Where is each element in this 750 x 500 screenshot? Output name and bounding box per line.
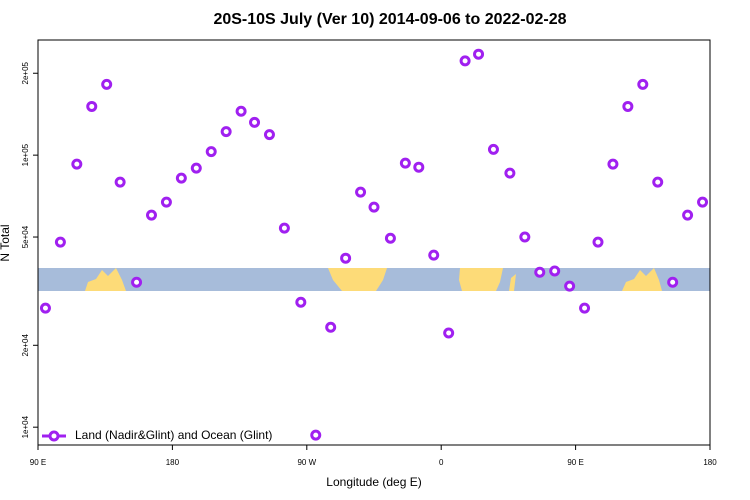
data-point: [519, 231, 531, 243]
data-point: [131, 276, 143, 288]
data-point: [564, 280, 576, 292]
data-point: [86, 100, 98, 112]
data-point: [682, 209, 694, 221]
data-point: [295, 296, 307, 308]
data-point: [310, 429, 322, 441]
data-point: [101, 78, 113, 90]
data-point: [459, 55, 471, 67]
y-tick-label: 2e+04: [21, 334, 30, 357]
data-point: [220, 126, 232, 138]
legend-marker: [48, 430, 60, 442]
data-point: [205, 146, 217, 158]
data-point: [504, 167, 516, 179]
plot-frame: [37, 39, 711, 446]
data-point: [637, 78, 649, 90]
x-axis-label: Longitude (deg E): [326, 475, 421, 489]
data-point: [592, 236, 604, 248]
data-point: [54, 236, 66, 248]
data-point: [399, 157, 411, 169]
data-point: [114, 176, 126, 188]
x-tick-label: 90 E: [567, 458, 583, 467]
data-point: [579, 302, 591, 314]
data-point: [71, 158, 83, 170]
data-point: [235, 105, 247, 117]
data-point: [190, 162, 202, 174]
data-point: [607, 158, 619, 170]
x-tick-label: 90 E: [30, 458, 46, 467]
x-tick-label: 0: [439, 458, 444, 467]
x-tick-label: 90 W: [297, 458, 316, 467]
x-tick-label: 180: [703, 458, 717, 467]
x-tick-label: 180: [166, 458, 180, 467]
data-point: [249, 116, 261, 128]
data-point: [160, 196, 172, 208]
data-point: [487, 143, 499, 155]
y-tick-label: 1e+04: [21, 415, 30, 438]
data-point: [413, 161, 425, 173]
data-point: [263, 129, 275, 141]
data-point: [340, 252, 352, 264]
y-axis-label: N Total: [0, 224, 12, 261]
data-point: [278, 222, 290, 234]
data-point: [473, 48, 485, 60]
y-tick-label: 1e+05: [21, 143, 30, 166]
data-point: [549, 265, 561, 277]
data-point: [325, 321, 337, 333]
data-point: [652, 176, 664, 188]
data-point: [697, 196, 709, 208]
data-point: [145, 209, 157, 221]
y-tick-label: 5e+04: [21, 225, 30, 248]
data-point: [667, 276, 679, 288]
data-point: [534, 266, 546, 278]
data-point: [428, 249, 440, 261]
data-point: [175, 172, 187, 184]
chart-title: 20S-10S July (Ver 10) 2014-09-06 to 2022…: [213, 11, 566, 28]
y-tick-label: 2e+05: [21, 61, 30, 84]
data-point: [443, 327, 455, 339]
data-point: [384, 232, 396, 244]
data-point: [622, 100, 634, 112]
data-point: [368, 201, 380, 213]
data-point: [355, 186, 367, 198]
data-point: [39, 302, 51, 314]
legend-label: Land (Nadir&Glint) and Ocean (Glint): [75, 428, 272, 442]
